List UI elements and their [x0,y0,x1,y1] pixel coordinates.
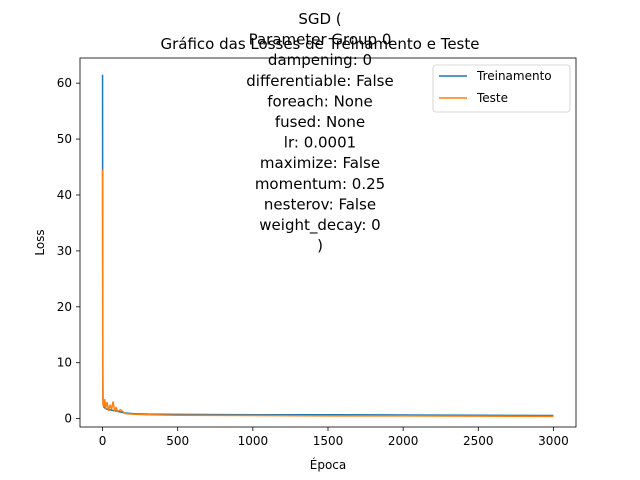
y-tick-label: 20 [57,300,72,314]
chart-title-line: differentiable: False [246,72,393,90]
chart-subtitle: Gráfico das Losses de Treinamento e Test… [161,35,480,53]
x-tick-label: 3000 [538,434,569,448]
plot-area [101,74,554,418]
legend-label-treinamento: Treinamento [476,69,552,83]
x-tick-label: 1500 [313,434,344,448]
x-tick-label: 2500 [463,434,494,448]
legend-label-teste: Teste [476,91,508,105]
chart-title: SGD ( Parameter Group 0 dampening: 0 differ… [246,10,393,255]
chart-title-line: momentum: 0.25 [255,175,385,193]
series-line-teste [101,169,554,418]
legend-box [432,64,571,113]
x-tick-label: 2000 [388,434,419,448]
x-axis-label: Época [310,457,347,472]
chart-title-line: dampening: 0 [268,51,372,69]
y-axis-label: Loss [33,229,47,255]
chart-title-line: lr: 0.0001 [284,134,356,152]
chart-title-line: SGD ( [298,10,341,28]
y-tick-label: 50 [57,132,72,146]
chart-title-line: foreach: None [267,92,372,110]
y-tick-label: 0 [64,412,72,426]
series-group [101,74,554,418]
chart-title-line: fused: None [275,113,365,131]
chart-title-line: Parameter Group 0 [249,31,392,49]
axes: 0 500 1000 1500 2000 2500 3000 0 10 20 30 40 50 60 [57,57,577,448]
chart-subtitle-group: Gráfico das Losses de Treinamento e Test… [161,35,480,53]
chart-title-line: maximize: False [260,154,380,172]
x-tick-label: 1000 [238,434,269,448]
chart-title-line: weight_decay: 0 [259,216,380,235]
y-tick-label: 40 [57,188,72,202]
chart-title-line: ) [317,237,323,255]
chart-title-line: nesterov: False [264,195,376,213]
legend: Treinamento Teste [432,64,571,113]
y-tick-label: 60 [57,76,72,90]
y-tick-label: 30 [57,244,72,258]
y-tick-label: 10 [57,356,72,370]
x-tick-label: 0 [99,434,107,448]
x-tick-label: 500 [166,434,189,448]
